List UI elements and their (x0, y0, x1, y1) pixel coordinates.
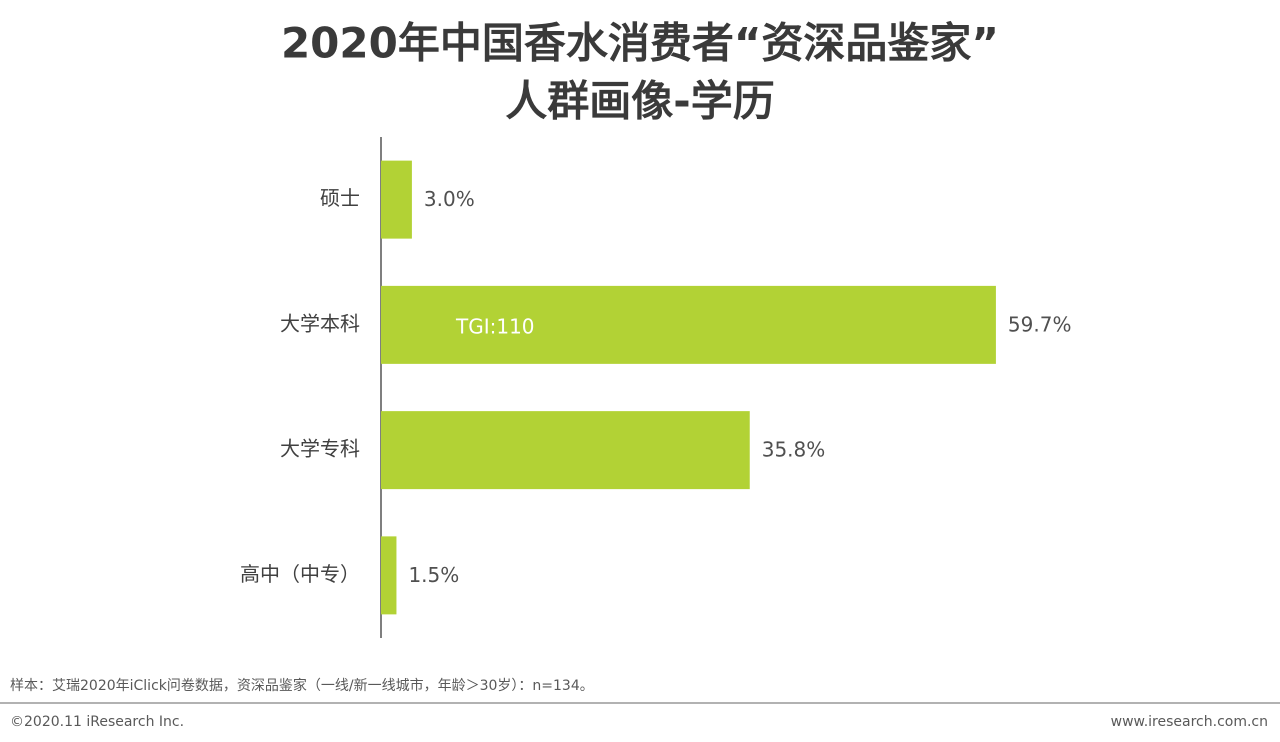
data-label: 1.5% (408, 563, 459, 587)
bar (381, 160, 412, 239)
annotation: TGI:110 (455, 314, 535, 338)
category-label: 大学本科 (280, 311, 360, 335)
data-label: 35.8% (762, 438, 826, 462)
data-label: 59.7% (1008, 312, 1072, 336)
category-label: 硕士 (320, 186, 360, 210)
footnote: 样本：艾瑞2020年iClick问卷数据，资深品鉴家（一线/新一线城市，年龄＞3… (10, 677, 594, 694)
copyright: ©2020.11 iResearch Inc. (10, 714, 184, 730)
category-label: 高中（中专） (240, 562, 360, 586)
category-label: 大学专科 (280, 437, 360, 461)
website: www.iresearch.com.cn (1111, 714, 1268, 730)
bar (381, 411, 750, 490)
chart-title: 2020年中国香水消费者“资深品鉴家” (281, 19, 999, 68)
bar (381, 536, 397, 615)
data-label: 3.0% (424, 187, 475, 211)
bar (381, 285, 996, 364)
chart-title: 人群画像-学历 (505, 77, 774, 126)
